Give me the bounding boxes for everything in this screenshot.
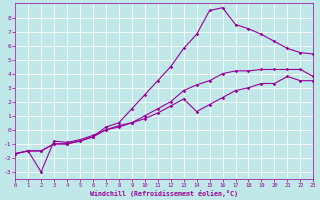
- X-axis label: Windchill (Refroidissement éolien,°C): Windchill (Refroidissement éolien,°C): [90, 190, 238, 197]
